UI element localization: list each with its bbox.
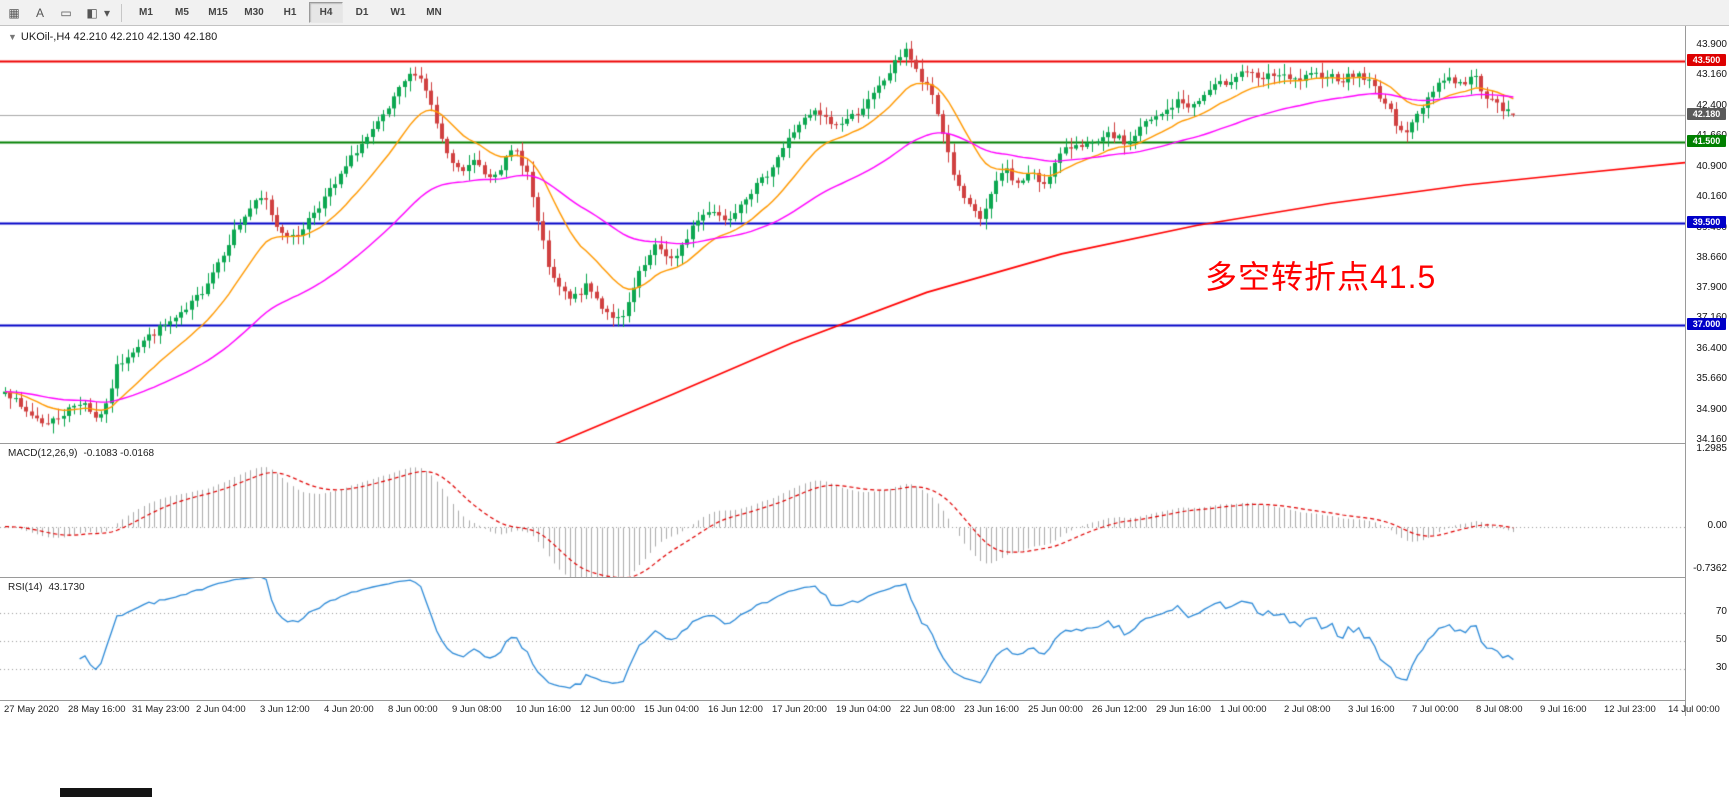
date-tick-label: 16 Jun 12:00 bbox=[708, 704, 763, 715]
rsi-tick-label: 30 bbox=[1715, 661, 1727, 673]
date-tick-label: 3 Jun 12:00 bbox=[260, 704, 310, 715]
timeframe-button-w1[interactable]: W1 bbox=[390, 7, 406, 18]
macd-label: MACD(12,26,9) -0.1083 -0.0168 bbox=[8, 448, 154, 459]
date-tick-label: 31 May 23:00 bbox=[132, 704, 190, 715]
price-badge-41.500: 41.500 bbox=[1687, 135, 1726, 148]
rsi-label: RSI(14) 43.1730 bbox=[8, 582, 85, 593]
date-tick-label: 17 Jun 20:00 bbox=[772, 704, 827, 715]
price-tick-label: 36.400 bbox=[1696, 343, 1727, 355]
price-tick-label: 35.660 bbox=[1696, 373, 1727, 385]
date-tick-label: 1 Jul 00:00 bbox=[1220, 704, 1267, 715]
timeframe-button-h4[interactable]: H4 bbox=[309, 2, 343, 23]
timeframe-button-m15[interactable]: M15 bbox=[208, 7, 228, 18]
price-axis[interactable]: 43.90043.16042.40041.66040.90040.16039.4… bbox=[1685, 26, 1729, 716]
price-tick-label: 43.900 bbox=[1696, 39, 1727, 51]
date-tick-label: 9 Jun 08:00 bbox=[452, 704, 502, 715]
rsi-tick-label: 50 bbox=[1715, 633, 1727, 645]
price-tick-label: 42.400 bbox=[1696, 99, 1727, 111]
one-click-trading-arrow-icon[interactable]: ▼ bbox=[8, 32, 17, 42]
date-tick-label: 23 Jun 16:00 bbox=[964, 704, 1019, 715]
price-tick-label: 34.900 bbox=[1696, 403, 1727, 415]
price-tick-label: 40.160 bbox=[1696, 190, 1727, 202]
date-tick-label: 7 Jul 00:00 bbox=[1412, 704, 1459, 715]
price-badge-37.000: 37.000 bbox=[1687, 317, 1726, 330]
new-chart-icon[interactable]: ▦ bbox=[8, 5, 20, 20]
price-badge-43.500: 43.500 bbox=[1687, 54, 1726, 67]
taskbar-fragment bbox=[60, 788, 152, 797]
chart-window-icon[interactable]: ▭ bbox=[60, 5, 72, 20]
price-tick-label: 40.900 bbox=[1696, 160, 1727, 172]
toolbar: ▦ A ▭ ◧ ▾ M1 M5 M15 M30 H1 H4 D1 W1 MN bbox=[0, 0, 1729, 26]
timeframe-button-h1[interactable]: H1 bbox=[283, 7, 297, 18]
date-tick-label: 15 Jun 04:00 bbox=[644, 704, 699, 715]
timeframe-button-m30[interactable]: M30 bbox=[244, 7, 264, 18]
rsi-name: RSI(14) bbox=[8, 582, 43, 593]
text-tool-icon[interactable]: A bbox=[35, 5, 44, 20]
date-tick-label: 27 May 2020 bbox=[4, 704, 59, 715]
price-tick-label: 34.160 bbox=[1696, 433, 1727, 445]
date-tick-label: 26 Jun 12:00 bbox=[1092, 704, 1147, 715]
date-tick-label: 29 Jun 16:00 bbox=[1156, 704, 1211, 715]
symbol-timeframe-label: UKOil-,H4 bbox=[20, 31, 71, 43]
ohlc-readout: 42.210 42.210 42.130 42.180 bbox=[73, 31, 218, 43]
date-tick-label: 22 Jun 08:00 bbox=[900, 704, 955, 715]
date-tick-label: 14 Jul 00:00 bbox=[1668, 704, 1720, 715]
rsi-indicator-panel bbox=[0, 577, 1685, 701]
price-tick-label: 38.660 bbox=[1696, 251, 1727, 263]
price-badge-42.180: 42.180 bbox=[1687, 107, 1726, 120]
date-tick-label: 9 Jul 16:00 bbox=[1540, 704, 1587, 715]
timeframe-button-d1[interactable]: D1 bbox=[355, 7, 369, 18]
rsi-tick-label: 70 bbox=[1715, 605, 1727, 617]
dropdown-arrow-icon[interactable]: ▾ bbox=[103, 5, 111, 20]
chart-title: ▼ UKOil-,H4 42.210 42.210 42.130 42.180 bbox=[8, 31, 217, 43]
time-axis[interactable]: 27 May 2020 28 May 16:00 31 May 23:00 2 Jun… bbox=[0, 700, 1720, 717]
macd-tick-label: 0.00 bbox=[1707, 519, 1727, 531]
price-tick-label: 43.160 bbox=[1696, 69, 1727, 81]
toolbar-separator bbox=[121, 3, 122, 22]
price-badge-39.500: 39.500 bbox=[1687, 216, 1726, 229]
macd-tick-label: 1.2985 bbox=[1696, 443, 1727, 454]
macd-tick-label: -0.7362 bbox=[1693, 563, 1727, 574]
date-tick-label: 4 Jun 20:00 bbox=[324, 704, 374, 715]
date-tick-label: 2 Jun 04:00 bbox=[196, 704, 246, 715]
timeframe-button-m1[interactable]: M1 bbox=[139, 7, 153, 18]
rsi-value: 43.1730 bbox=[48, 582, 85, 593]
date-tick-label: 8 Jun 00:00 bbox=[388, 704, 438, 715]
price-tick-label: 37.900 bbox=[1696, 282, 1727, 294]
date-tick-label: 12 Jun 00:00 bbox=[580, 704, 635, 715]
date-tick-label: 3 Jul 16:00 bbox=[1348, 704, 1395, 715]
date-tick-label: 28 May 16:00 bbox=[68, 704, 126, 715]
chart-text-annotation: 多空转折点41.5 bbox=[1205, 259, 1437, 295]
colors-tool-icon[interactable]: ◧ bbox=[86, 5, 98, 20]
date-tick-label: 19 Jun 04:00 bbox=[836, 704, 891, 715]
macd-values: -0.1083 -0.0168 bbox=[83, 448, 155, 459]
date-tick-label: 12 Jul 23:00 bbox=[1604, 704, 1656, 715]
macd-name: MACD(12,26,9) bbox=[8, 448, 78, 459]
date-tick-label: 25 Jun 00:00 bbox=[1028, 704, 1083, 715]
main-chart-panel bbox=[0, 26, 1685, 443]
date-tick-label: 8 Jul 08:00 bbox=[1476, 704, 1523, 715]
price-chart-canvas[interactable] bbox=[0, 26, 1685, 443]
macd-indicator-panel bbox=[0, 443, 1685, 578]
date-tick-label: 2 Jul 08:00 bbox=[1284, 704, 1331, 715]
timeframe-button-mn[interactable]: MN bbox=[426, 7, 442, 18]
macd-canvas[interactable] bbox=[0, 444, 1685, 578]
rsi-canvas[interactable] bbox=[0, 578, 1685, 701]
date-tick-label: 10 Jun 16:00 bbox=[516, 704, 571, 715]
timeframe-button-m5[interactable]: M5 bbox=[175, 7, 189, 18]
